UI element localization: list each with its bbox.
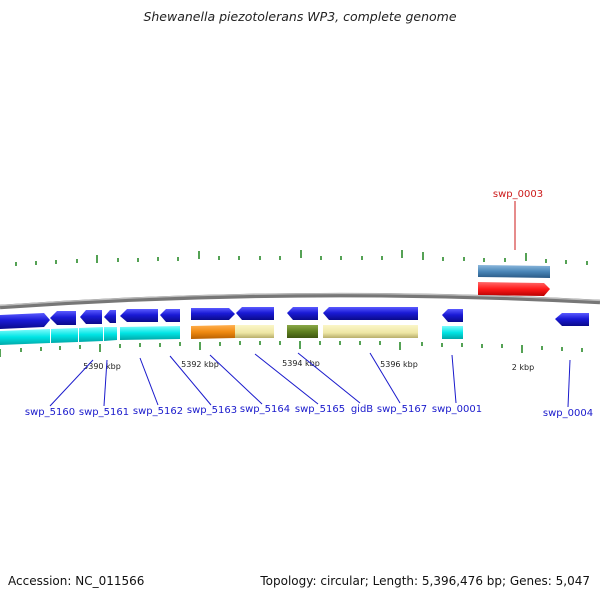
cds-track: [0, 325, 463, 345]
cds-block[interactable]: [287, 325, 318, 338]
cds-block[interactable]: [120, 326, 180, 340]
gene-arrow[interactable]: [287, 307, 318, 320]
gene-label-swp-0001[interactable]: swp_0001: [432, 404, 482, 415]
gene-label-swp-5165[interactable]: swp_5165: [295, 404, 345, 415]
gene-label-swp-5160[interactable]: swp_5160: [25, 407, 75, 418]
genome-title: Shewanella piezotolerans WP3, complete g…: [143, 9, 457, 24]
gene-label-swp-0004[interactable]: swp_0004: [543, 408, 593, 419]
gene-arrow[interactable]: [555, 313, 589, 326]
gene-label-swp-5164[interactable]: swp_5164: [240, 404, 290, 415]
cds-block[interactable]: [0, 329, 50, 345]
gene-arrow[interactable]: [160, 309, 180, 322]
cds-block[interactable]: [79, 327, 103, 342]
swp-0003-arrow[interactable]: [478, 282, 550, 296]
scale-label: 5394 kbp: [282, 359, 320, 368]
gene-arrow[interactable]: [236, 307, 274, 320]
cds-block[interactable]: [51, 328, 78, 343]
gene-arrow[interactable]: [0, 313, 50, 329]
gene-label-swp-5162[interactable]: swp_5162: [133, 406, 183, 417]
outer-tick-row: [15, 250, 588, 266]
gene-labels: swp_5160 swp_5161 swp_5162 swp_5163 swp_…: [25, 189, 593, 419]
gene-label-swp-5163[interactable]: swp_5163: [187, 405, 237, 416]
gene-label-swp-5161[interactable]: swp_5161: [79, 407, 129, 418]
gene-arrow[interactable]: [442, 309, 463, 322]
genome-summary-text: Topology: circular; Length: 5,396,476 bp…: [260, 574, 590, 588]
gene-label-swp-5167[interactable]: swp_5167: [377, 404, 427, 415]
gene-arrow[interactable]: [120, 309, 158, 322]
cds-block[interactable]: [191, 325, 235, 339]
gene-leader-lines: [49, 352, 571, 408]
inner-tick-row: [0, 341, 583, 357]
cds-block[interactable]: [104, 327, 117, 341]
gene-arrow[interactable]: [80, 310, 102, 324]
gene-label-gidB[interactable]: gidB: [351, 404, 373, 415]
cds-block[interactable]: [235, 325, 274, 338]
cds-block[interactable]: [442, 326, 463, 339]
scale-label: 5392 kbp: [181, 360, 219, 369]
scale-label: 5390 kbp: [83, 362, 121, 371]
gene-label-swp-0003[interactable]: swp_0003: [493, 189, 543, 200]
accession-text: Accession: NC_011566: [8, 574, 145, 588]
gene-arrow[interactable]: [323, 307, 418, 320]
scale-label: 5396 kbp: [380, 360, 418, 369]
swp-0003-feature[interactable]: [478, 201, 550, 296]
gene-arrow[interactable]: [50, 311, 76, 325]
cds-block[interactable]: [323, 325, 418, 338]
gene-track: [0, 307, 589, 329]
gene-arrow[interactable]: [191, 308, 235, 320]
scale-label: 2 kbp: [512, 363, 534, 372]
gene-arrow[interactable]: [104, 310, 116, 323]
genome-backbone: [0, 292, 600, 310]
scale-labels: 5390 kbp 5392 kbp 5394 kbp 5396 kbp 2 kb…: [83, 359, 534, 372]
swp-0003-track-bar: [478, 265, 550, 278]
